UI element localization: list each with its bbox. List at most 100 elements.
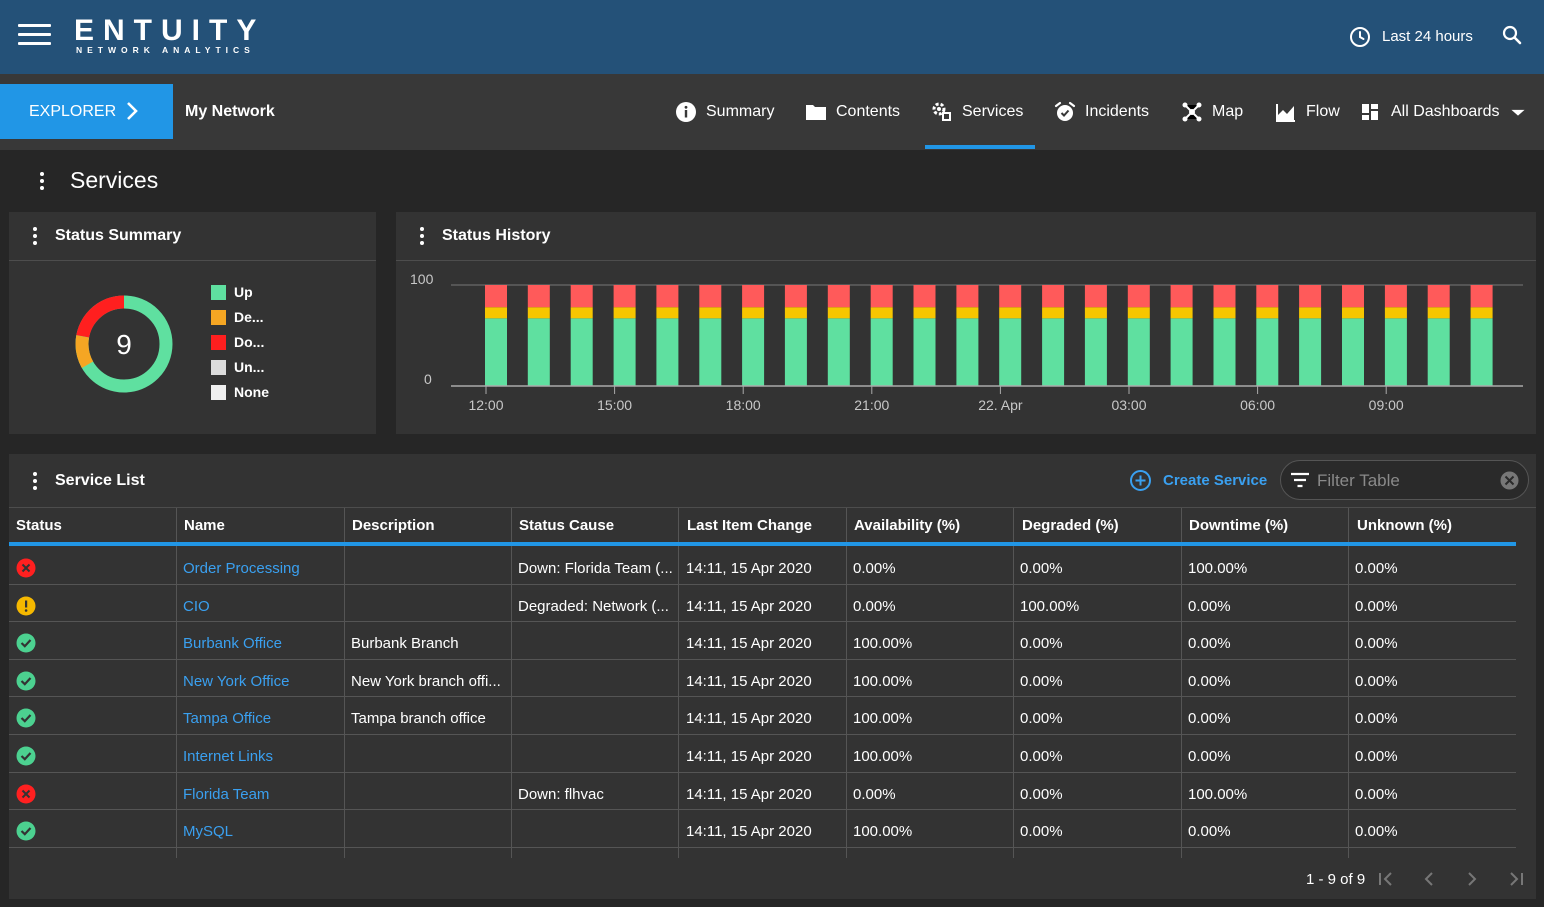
column-header-status[interactable]: Status [16,517,62,534]
column-header-last-item-change[interactable]: Last Item Change [687,517,813,534]
bar-segment-up[interactable] [1342,318,1364,386]
chevron-right-icon[interactable] [124,100,140,122]
next-page-icon[interactable] [1463,870,1481,888]
breadcrumb-network[interactable]: My Network [185,103,275,120]
bar-segment-up[interactable] [1084,318,1107,386]
bar-segment-up[interactable] [827,318,850,386]
bar-segment-up[interactable] [1470,318,1493,386]
tab-services[interactable]: Services [931,95,1023,129]
last-page-icon[interactable] [1507,870,1525,888]
bar-segment-down[interactable] [1042,285,1065,308]
service-name-link[interactable]: MySQL [183,823,234,841]
bar-segment-up[interactable] [527,318,550,386]
bar-segment-degraded[interactable] [527,307,550,319]
bar-segment-down[interactable] [956,285,979,308]
bar-segment-down[interactable] [1127,285,1150,308]
search-icon[interactable] [1501,24,1523,46]
column-header-unknown[interactable]: Unknown (%) [1357,517,1452,534]
tab-map[interactable]: Map [1181,95,1243,129]
bar-segment-down[interactable] [870,285,893,308]
bar-segment-degraded[interactable] [1084,307,1107,319]
bar-segment-degraded[interactable] [656,307,679,319]
column-header-availability[interactable]: Availability (%) [854,517,961,534]
bar-segment-down[interactable] [1299,285,1322,308]
bar-segment-down[interactable] [827,285,850,308]
tab-summary[interactable]: Summary [675,95,774,129]
bar-segment-up[interactable] [485,318,507,386]
bar-segment-degraded[interactable] [870,307,893,319]
first-page-icon[interactable] [1377,870,1395,888]
legend-item-none[interactable]: None [211,384,269,400]
create-service-button[interactable]: Create Service [1163,472,1268,489]
service-list-menu-icon[interactable] [33,472,37,490]
bar-segment-down[interactable] [570,285,593,308]
bar-segment-up[interactable] [1213,318,1236,386]
explorer-label[interactable]: EXPLORER [29,103,117,120]
legend-item-unknown[interactable]: Un... [211,359,264,375]
service-name-link[interactable]: Burbank Office [183,635,282,653]
bar-segment-degraded[interactable] [1127,307,1150,319]
add-circle-icon[interactable] [1129,469,1152,492]
bar-segment-up[interactable] [699,318,722,386]
bar-segment-up[interactable] [1384,318,1407,386]
page-menu-icon[interactable] [40,172,44,190]
legend-item-down[interactable]: Do... [211,334,264,350]
bar-segment-down[interactable] [527,285,550,308]
clock-icon[interactable] [1349,26,1371,48]
explorer-button[interactable] [0,84,173,139]
bar-segment-up[interactable] [913,318,936,386]
service-name-link[interactable]: New York Office [183,672,290,690]
column-header-name[interactable]: Name [184,517,225,534]
bar-segment-degraded[interactable] [913,307,936,319]
bar-segment-down[interactable] [699,285,722,308]
service-name-link[interactable]: Internet Links [183,748,274,765]
tab-flow[interactable]: Flow [1275,95,1340,129]
bar-segment-degraded[interactable] [485,307,507,319]
bar-segment-degraded[interactable] [570,307,593,319]
bar-segment-degraded[interactable] [699,307,722,319]
tab-incidents[interactable]: Incidents [1054,95,1149,129]
bar-segment-degraded[interactable] [1213,307,1236,319]
bar-segment-up[interactable] [1256,318,1279,386]
column-header-status-cause[interactable]: Status Cause [519,517,615,534]
column-header-description[interactable]: Description [352,517,435,534]
service-name-link[interactable]: Tampa Office [183,710,272,728]
legend-item-degraded[interactable]: De... [211,309,264,325]
bar-segment-up[interactable] [613,318,636,386]
bar-segment-degraded[interactable] [1427,307,1450,319]
bar-segment-down[interactable] [613,285,636,308]
column-header-degraded[interactable]: Degraded (%) [1022,517,1119,534]
hamburger-menu-icon[interactable] [18,24,51,46]
bar-segment-down[interactable] [784,285,807,308]
bar-segment-down[interactable] [1213,285,1236,308]
legend-item-up[interactable]: Up [211,284,253,300]
bar-segment-up[interactable] [956,318,979,386]
bar-segment-degraded[interactable] [1299,307,1322,319]
filter-table-input[interactable] [1280,460,1529,500]
bar-segment-down[interactable] [999,285,1022,308]
service-name-link[interactable]: Florida Team [183,785,270,803]
bar-segment-degraded[interactable] [1256,307,1279,319]
bar-segment-degraded[interactable] [1470,307,1493,319]
bar-segment-up[interactable] [742,318,765,386]
bar-segment-up[interactable] [784,318,807,386]
bar-segment-up[interactable] [999,318,1022,386]
bar-segment-degraded[interactable] [1042,307,1065,319]
column-header-downtime[interactable]: Downtime (%) [1189,517,1289,534]
bar-segment-degraded[interactable] [742,307,765,319]
service-name-link[interactable]: CIO [183,597,210,615]
bar-segment-down[interactable] [1342,285,1364,308]
bar-segment-down[interactable] [1170,285,1193,308]
bar-segment-up[interactable] [1127,318,1150,386]
bar-segment-down[interactable] [656,285,679,308]
status-history-menu-icon[interactable] [420,227,424,245]
bar-segment-up[interactable] [1299,318,1322,386]
bar-segment-degraded[interactable] [613,307,636,319]
bar-segment-up[interactable] [570,318,593,386]
bar-segment-up[interactable] [1042,318,1065,386]
bar-segment-degraded[interactable] [784,307,807,319]
previous-page-icon[interactable] [1420,870,1438,888]
bar-segment-up[interactable] [1170,318,1193,386]
status-summary-menu-icon[interactable] [33,227,37,245]
bar-segment-degraded[interactable] [1342,307,1364,319]
